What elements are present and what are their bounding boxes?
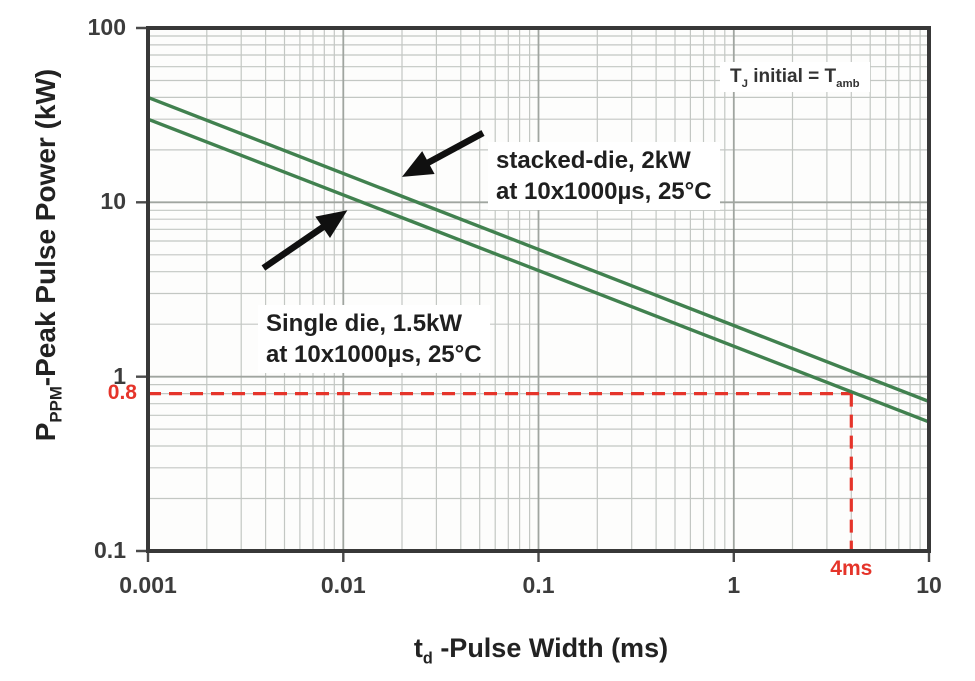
annotation-single-die: Single die, 1.5kW at 10x1000µs, 25°C xyxy=(258,305,490,373)
x-axis-text: -Pulse Width (ms) xyxy=(432,633,669,663)
marker-dashed-lines xyxy=(148,392,853,551)
y-tick-label: 100 xyxy=(87,14,126,40)
callout-arrow-head xyxy=(402,151,435,177)
single-die-line xyxy=(146,117,931,424)
callout-arrow-shaft xyxy=(261,221,330,271)
y-axis-title: PPPM-Peak Pulse Power (kW) xyxy=(30,68,66,442)
plot-border xyxy=(146,26,931,553)
y-axis-symbol: P xyxy=(30,422,61,442)
x-axis-symbol: t xyxy=(413,633,423,663)
annotation-stacked-die-line1: stacked-die, 2kW xyxy=(496,147,691,174)
condition-note: TJ initial = Tamb xyxy=(720,62,870,92)
callout-arrow-head xyxy=(315,210,348,238)
x-tick-label: 0.001 xyxy=(119,572,177,598)
annotation-single-die-line1: Single die, 1.5kW xyxy=(266,310,463,337)
condition-t2: initial = T xyxy=(747,66,837,87)
y-axis-text: -Peak Pulse Power (kW) xyxy=(30,68,61,387)
callout-arrow-shaft xyxy=(421,130,485,169)
y-axis-subscript: PPM xyxy=(46,386,66,423)
y-tick-label: 10 xyxy=(100,188,126,215)
marker-x-label: 4ms xyxy=(830,557,873,580)
annotation-single-die-line2: at 10x1000µs, 25°C xyxy=(266,341,482,368)
condition-t1: T xyxy=(730,66,742,87)
y-tick-label: 1 xyxy=(113,362,126,389)
y-tick-label: 0.1 xyxy=(94,537,126,563)
x-tick-label: 1 xyxy=(727,572,741,598)
x-axis-title: td -Pulse Width (ms) xyxy=(413,633,669,668)
stacked-die-line xyxy=(146,95,931,404)
x-tick-label: 10 xyxy=(916,572,942,598)
condition-sub2: amb xyxy=(836,77,860,90)
x-tick-label: 0.1 xyxy=(522,572,555,598)
condition-sub1: J xyxy=(741,77,748,90)
grid-major-lines xyxy=(148,28,929,551)
annotation-stacked-die-line2: at 10x1000µs, 25°C xyxy=(496,178,712,205)
x-tick-label: 0.01 xyxy=(320,572,366,598)
marker-y-label: 0.8 xyxy=(107,380,137,404)
annotation-stacked-die: stacked-die, 2kW at 10x1000µs, 25°C xyxy=(488,142,720,210)
x-axis-subscript: d xyxy=(422,649,433,668)
axis-tick-marks xyxy=(136,26,931,562)
